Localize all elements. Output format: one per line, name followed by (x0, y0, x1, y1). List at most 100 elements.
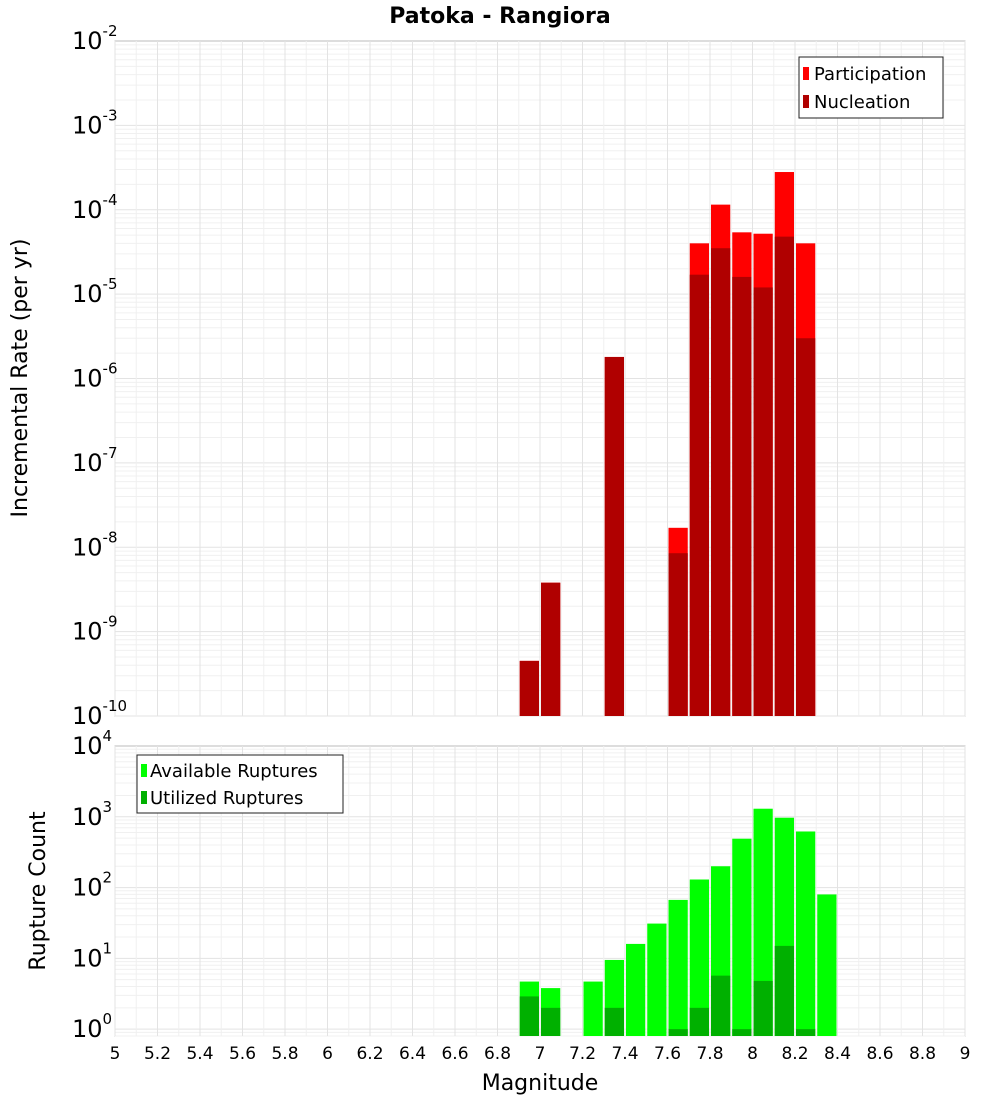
y-tick-exponent: -10 (103, 697, 128, 715)
chart-title: Patoka - Rangiora (389, 4, 610, 29)
x-tick-label: 7.2 (569, 1044, 596, 1064)
y-tick-label: 10-7 (72, 444, 118, 477)
legend-swatch-participation (803, 67, 809, 80)
y-tick-label: 102 (72, 869, 112, 902)
x-tick-label: 8.2 (781, 1044, 808, 1064)
y-tick-base: 10 (72, 618, 103, 646)
y-tick-base: 10 (72, 944, 103, 972)
bottom-bar-utilized-ruptures (668, 1029, 688, 1036)
y-tick-exponent: 2 (103, 869, 113, 887)
y-tick-exponent: -7 (103, 444, 118, 462)
x-tick-label: 8 (747, 1044, 758, 1064)
bottom-bar-utilized-ruptures (689, 1007, 709, 1036)
y-tick-base: 10 (72, 732, 103, 760)
y-tick-base: 10 (72, 803, 103, 831)
bottom-bar-available-ruptures (626, 943, 646, 1036)
x-tick-label: 8.4 (824, 1044, 851, 1064)
x-tick-label: 5 (110, 1044, 121, 1064)
x-tick-label: 6.2 (356, 1044, 383, 1064)
bottom-bar-utilized-ruptures (796, 1029, 816, 1036)
y-tick-exponent: 4 (103, 727, 113, 745)
top-legend-box (798, 56, 944, 119)
bottom-bar-utilized-ruptures (711, 975, 731, 1036)
top-grid (114, 41, 966, 717)
x-tick-label: 5.8 (271, 1044, 298, 1064)
x-tick-label: 5.4 (186, 1044, 213, 1064)
top-bar-nucleation (774, 236, 794, 716)
x-tick-label: 6.6 (441, 1044, 468, 1064)
x-tick-label: 6.8 (484, 1044, 511, 1064)
bottom-bar-utilized-ruptures (774, 945, 794, 1036)
bottom-bar-available-ruptures (689, 879, 709, 1036)
x-tick-label: 7.4 (611, 1044, 638, 1064)
y-tick-base: 10 (72, 111, 103, 139)
y-tick-label: 10-4 (72, 191, 118, 224)
bottom-bar-utilized-ruptures (732, 1029, 752, 1036)
x-tick-label: 7 (535, 1044, 546, 1064)
bottom-bars (519, 808, 837, 1036)
bottom-bar-utilized-ruptures (604, 1007, 624, 1036)
y-tick-exponent: -6 (103, 360, 118, 378)
x-tick-label: 8.8 (909, 1044, 936, 1064)
y-tick-label: 104 (72, 727, 112, 760)
y-tick-base: 10 (72, 365, 103, 393)
x-tick-label: 5.2 (144, 1044, 171, 1064)
y-tick-label: 103 (72, 798, 112, 831)
legend-swatch-nucleation (803, 95, 809, 108)
x-tick-label: 8.6 (866, 1044, 893, 1064)
bottom-bar-utilized-ruptures (753, 980, 773, 1036)
top-bar-nucleation (519, 660, 539, 716)
y-tick-exponent: -2 (103, 22, 118, 40)
top-bar-nucleation (732, 276, 752, 716)
bottom-bar-utilized-ruptures (519, 996, 539, 1036)
bottom-bar-available-ruptures (753, 808, 773, 1036)
y-tick-label: 101 (72, 939, 112, 972)
x-ticks: 5 5.2 5.4 5.6 5.8 6 6.2 6.4 6.6 6.8 7 7.2 7.4 7.6 7.8 8… (110, 1044, 971, 1064)
y-tick-exponent: 1 (103, 939, 113, 957)
y-tick-base: 10 (72, 280, 103, 308)
top-bar-nucleation (668, 553, 688, 716)
x-tick-label: 7.8 (696, 1044, 723, 1064)
y-tick-label: 10-5 (72, 275, 118, 308)
y-tick-base: 10 (72, 196, 103, 224)
y-tick-exponent: -5 (103, 275, 118, 293)
top-bars (519, 172, 816, 717)
y-tick-exponent: -3 (103, 106, 118, 124)
x-axis-label: Magnitude (482, 1071, 599, 1096)
top-bar-nucleation (796, 338, 816, 716)
x-tick-label: 5.6 (229, 1044, 256, 1064)
legend-label-nucleation: Nucleation (814, 92, 910, 113)
y-tick-exponent: -9 (103, 613, 118, 631)
bottom-legend: Available Ruptures Utilized Ruptures (136, 754, 344, 814)
y-tick-label: 10-6 (72, 360, 118, 393)
y-tick-base: 10 (72, 1015, 103, 1043)
legend-label-participation: Participation (814, 64, 926, 85)
legend-label-available-ruptures: Available Ruptures (150, 761, 318, 782)
legend-swatch-available-ruptures (141, 764, 147, 777)
x-tick-label: 6.4 (399, 1044, 426, 1064)
x-tick-label: 6 (322, 1044, 333, 1064)
bottom-bar-available-ruptures (647, 923, 667, 1036)
y-tick-exponent: -4 (103, 191, 118, 209)
bottom-y-axis-label: Rupture Count (26, 811, 51, 971)
legend-swatch-utilized-ruptures (141, 791, 147, 804)
y-tick-exponent: -8 (103, 528, 118, 546)
bottom-bar-available-ruptures (732, 838, 752, 1036)
bottom-legend-box (136, 754, 344, 814)
y-tick-base: 10 (72, 27, 103, 55)
top-bar-nucleation (711, 248, 731, 717)
bottom-bar-available-ruptures (668, 899, 688, 1036)
y-tick-base: 10 (72, 449, 103, 477)
y-tick-label: 10-9 (72, 613, 118, 646)
top-legend: Participation Nucleation (798, 56, 944, 119)
x-tick-label: 9 (960, 1044, 971, 1064)
y-tick-exponent: 3 (103, 798, 113, 816)
y-tick-label: 100 (72, 1010, 112, 1043)
bottom-bar-available-ruptures (817, 894, 837, 1036)
y-tick-base: 10 (72, 702, 103, 730)
top-bar-nucleation (753, 287, 773, 716)
top-bar-nucleation (604, 356, 624, 716)
